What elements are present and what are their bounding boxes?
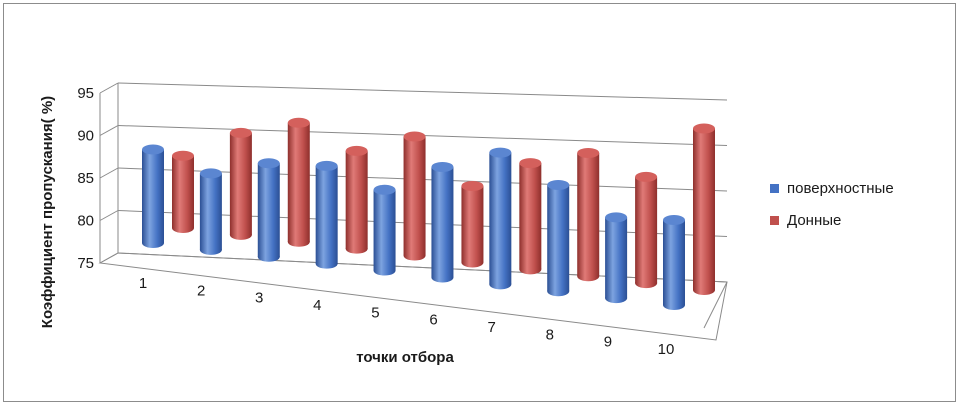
- x-tick-label: 8: [546, 326, 554, 343]
- y-tick-label: 75: [77, 255, 94, 272]
- bar-10-bottom: [693, 123, 715, 295]
- side-gridline: [99, 82, 119, 94]
- legend-item-surface: поверхностные: [770, 176, 894, 200]
- bar-2-surface: [199, 168, 222, 255]
- bar-1-surface: [142, 144, 164, 248]
- y-tick-label: 80: [77, 213, 94, 230]
- bar-8-bottom: [577, 147, 600, 282]
- bar-6-surface: [431, 161, 454, 283]
- bars: [142, 117, 715, 310]
- bar-9-surface: [605, 212, 628, 304]
- bar-4-bottom: [345, 145, 368, 254]
- x-tick-label: 1: [139, 275, 147, 292]
- side-gridline: [99, 210, 119, 221]
- bar-6-bottom: [461, 180, 484, 268]
- y-tick-labels: 75 80 85 90 95: [77, 85, 94, 272]
- floor: [98, 252, 728, 341]
- bar-10-surface: [663, 215, 685, 310]
- x-tick-label: 10: [658, 341, 675, 358]
- side-gridline: [99, 167, 119, 179]
- bar-7-bottom: [519, 158, 542, 275]
- legend-swatch-bottom: [770, 215, 779, 225]
- legend: поверхностные Донные: [770, 176, 894, 240]
- x-axis-label: точки отбора: [356, 349, 454, 366]
- bar-5-surface: [373, 184, 396, 276]
- bar-8-surface: [547, 179, 570, 297]
- back-gridline: [117, 82, 728, 101]
- y-tick-label: 95: [77, 85, 94, 102]
- x-tick-label: 3: [255, 290, 263, 307]
- side-gridline: [99, 125, 119, 136]
- bar-4-surface: [315, 160, 338, 269]
- legend-swatch-surface: [770, 183, 779, 193]
- legend-label-surface: поверхностные: [787, 179, 894, 197]
- floor-edge: [703, 281, 728, 329]
- x-tick-label: 2: [197, 282, 205, 299]
- bar-7-surface: [489, 147, 512, 290]
- bar-9-bottom: [635, 171, 658, 289]
- x-tick-label: 9: [604, 334, 612, 351]
- bar-1-bottom: [172, 150, 194, 233]
- x-tick-label: 6: [429, 312, 437, 329]
- x-tick-label: 7: [487, 319, 495, 336]
- legend-label-bottom: Донные: [787, 211, 842, 229]
- y-tick-label: 85: [77, 170, 94, 187]
- legend-item-bottom: Донные: [770, 208, 894, 232]
- x-tick-labels: 1 2 3 4 5 6 7 8 9 10: [139, 275, 675, 358]
- y-tick-label: 90: [77, 128, 94, 145]
- bar-3-surface: [257, 158, 280, 262]
- bar-5-bottom: [403, 131, 426, 261]
- y-axis-label: Коэффициент пропускания( %): [39, 96, 56, 328]
- x-tick-label: 4: [313, 297, 321, 314]
- bar-3-bottom: [287, 117, 310, 247]
- bar-2-bottom: [229, 127, 252, 240]
- x-tick-label: 5: [371, 304, 379, 321]
